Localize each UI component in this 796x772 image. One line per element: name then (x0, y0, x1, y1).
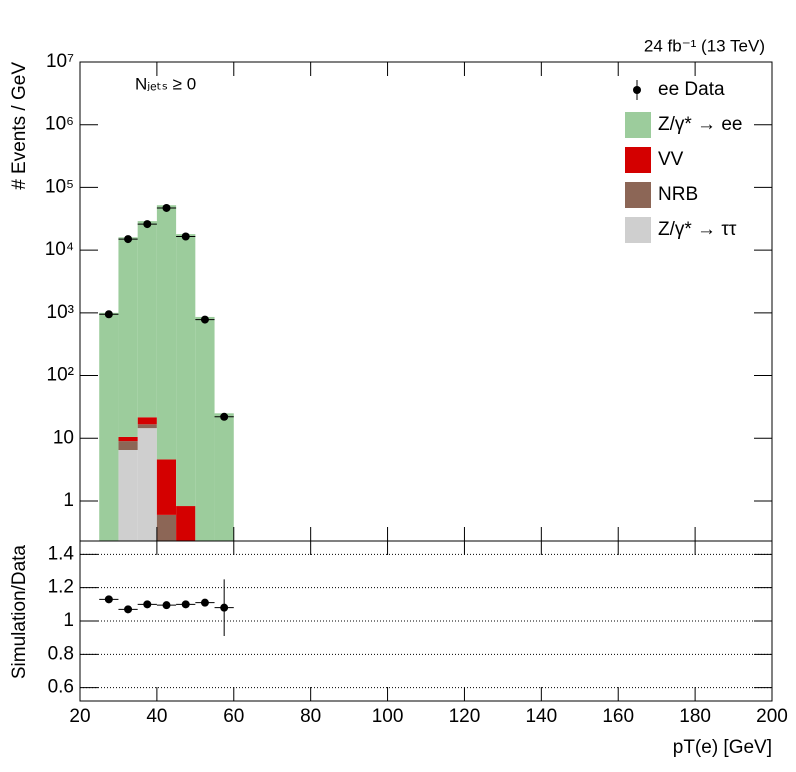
data-point (143, 220, 152, 229)
legend-label: Z/γ* → ττ (658, 219, 737, 240)
y-tick-label: 1.2 (48, 577, 74, 598)
stack-segment (137, 428, 157, 541)
plot-frame (79, 540, 773, 702)
y-tick-label: 0.6 (48, 677, 74, 698)
x-tick-label: 80 (300, 706, 321, 727)
x-axis-label: pT(e) [GeV] (673, 737, 772, 758)
y-tick-label: 1 (63, 490, 74, 511)
stack-segment (156, 514, 177, 541)
ratio-point (104, 595, 113, 604)
x-tick-label: 180 (679, 706, 711, 727)
legend-label: NRB (658, 184, 698, 205)
x-tick-label: 100 (372, 706, 404, 727)
y-tick-label: 1 (63, 610, 74, 631)
legend-swatch (625, 217, 651, 243)
stack-segment (214, 413, 234, 541)
ratio-point (200, 598, 209, 607)
y-tick-label: 10³ (47, 302, 74, 323)
stack-segment (118, 237, 138, 437)
y-tick-label: 10 (53, 427, 74, 448)
legend-label: ee Data (658, 79, 725, 100)
y-tick-label: 1.4 (48, 543, 75, 564)
stack-segment (118, 436, 138, 442)
stack-segment (118, 441, 138, 450)
ratio-point (143, 600, 152, 609)
stack-segment (195, 316, 215, 541)
ratio-point (162, 601, 171, 610)
y-tick-label: 10⁴ (45, 239, 74, 260)
x-tick-label: 200 (756, 706, 788, 727)
x-tick-label: 140 (525, 706, 557, 727)
ratio-point (181, 600, 190, 609)
data-point (200, 315, 209, 324)
y-tick-label: 10⁷ (46, 51, 74, 72)
y-axis-label: # Events / GeV (9, 62, 30, 190)
x-tick-label: 120 (449, 706, 481, 727)
stack-segment (156, 459, 177, 515)
ratio-y-axis-label: Simulation/Data (9, 545, 30, 680)
data-point (181, 232, 190, 241)
y-tick-label: 10⁶ (45, 114, 74, 135)
ratio-point (220, 603, 229, 612)
y-tick-label: 0.8 (48, 643, 74, 664)
legend-swatch (625, 147, 651, 173)
data-point (220, 412, 229, 421)
data-point (124, 235, 133, 244)
stack-segment (156, 205, 177, 460)
y-tick-label: 10⁵ (45, 176, 74, 197)
x-tick-label: 160 (602, 706, 634, 727)
x-tick-label: 40 (146, 706, 167, 727)
stack-segment (99, 312, 119, 541)
stack-segment (118, 449, 138, 541)
ratio-point (124, 605, 133, 614)
legend-swatch (625, 182, 651, 208)
stack-segment (176, 234, 196, 507)
stack-segment (176, 506, 196, 541)
y-tick-label: 10² (47, 365, 74, 386)
stack-segment (137, 424, 157, 429)
data-point (162, 203, 171, 212)
legend-label: Z/γ* → ee (658, 114, 742, 135)
x-tick-label: 60 (223, 706, 244, 727)
jets-annotation: Nⱼₑₜₛ ≥ 0 (135, 74, 196, 93)
data-point (104, 310, 113, 319)
legend-label: VV (658, 149, 684, 170)
lumi-label: 24 fb⁻¹ (13 TeV) (644, 36, 765, 55)
x-tick-label: 20 (69, 706, 90, 727)
legend-swatch (625, 112, 651, 138)
stack-segment (137, 221, 157, 418)
stack-segment (137, 417, 157, 425)
